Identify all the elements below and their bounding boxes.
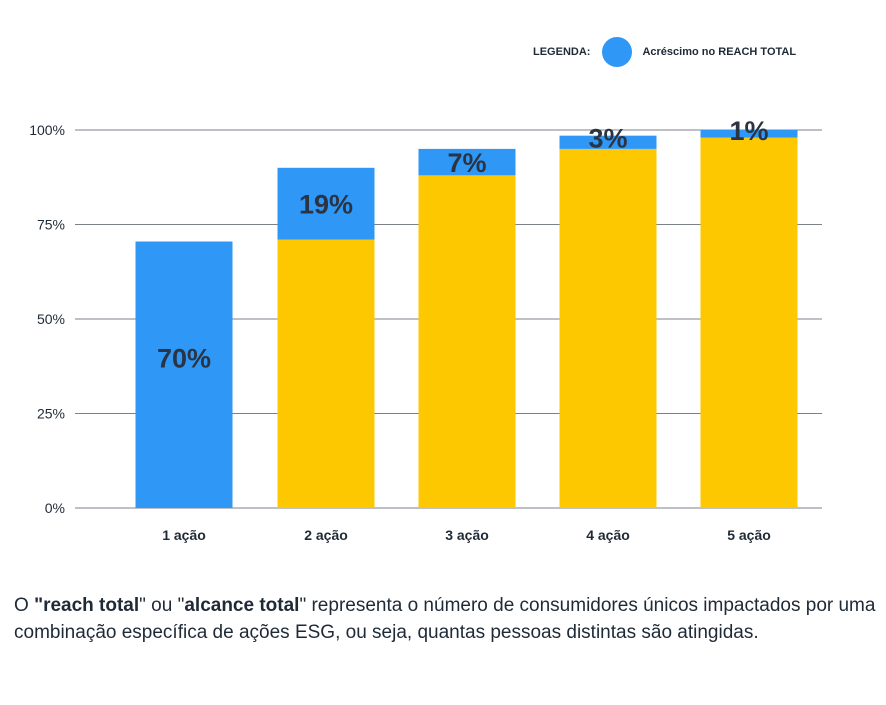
stacked-bar-chart: 0% 25% 50% 75% 100% 70% 1 ação 19% 2 ação 7% 3 açã…	[29, 116, 822, 543]
caption-text-3: " representa o número de consumidores ún…	[14, 595, 876, 643]
y-tick-label: 50%	[37, 311, 65, 327]
x-category-label: 4 ação	[586, 527, 630, 543]
bar-increment	[559, 135, 657, 149]
y-tick-label: 25%	[37, 406, 65, 422]
legend-title: LEGENDA:	[533, 46, 591, 58]
x-category-label: 5 ação	[727, 527, 771, 543]
caption-text-1: O	[14, 595, 35, 616]
bar-increment	[277, 167, 375, 240]
chart-legend: LEGENDA: Acréscimo no REACH TOTAL	[533, 37, 796, 67]
bar-base	[418, 175, 516, 509]
bar-base	[277, 239, 375, 508]
data-label: 3%	[588, 123, 627, 153]
bar-base	[700, 137, 798, 508]
legend-label: Acréscimo no REACH TOTAL	[642, 46, 797, 58]
y-tick-label: 100%	[29, 122, 65, 138]
data-label: 19%	[299, 190, 353, 220]
bar-increment	[700, 130, 798, 138]
data-label: 1%	[729, 116, 768, 146]
x-category-label: 3 ação	[445, 527, 489, 543]
x-category-label: 1 ação	[162, 527, 206, 543]
bar-increment	[135, 241, 233, 508]
bar-increment	[418, 148, 516, 176]
legend-swatch	[602, 37, 633, 67]
y-tick-label: 0%	[45, 500, 65, 516]
data-label: 7%	[447, 148, 486, 178]
caption-term-reach-total: "reach total	[34, 595, 140, 616]
chart-caption: O "reach total" ou "alcance total" repre…	[14, 592, 876, 646]
bar-base	[559, 148, 657, 508]
y-tick-label: 75%	[37, 217, 65, 233]
caption-term-alcance-total: alcance total	[184, 595, 300, 616]
x-category-label: 2 ação	[304, 527, 348, 543]
data-label: 70%	[157, 343, 211, 373]
caption-text-2: " ou "	[139, 595, 185, 616]
